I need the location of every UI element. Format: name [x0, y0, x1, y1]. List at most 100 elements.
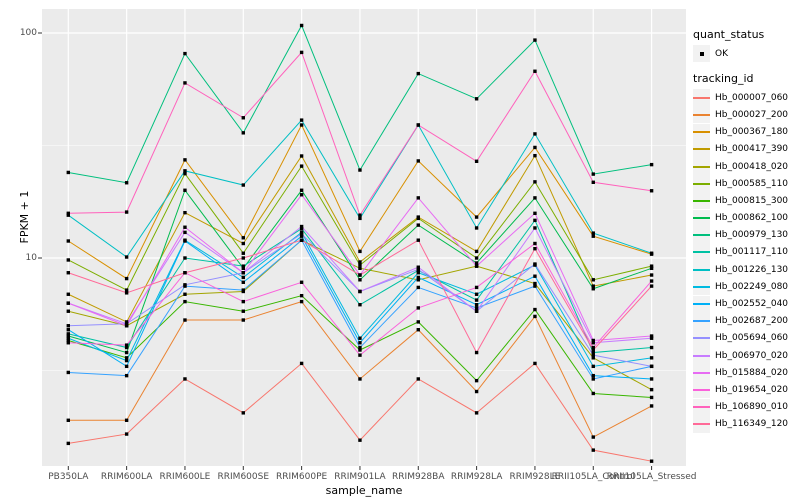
legend-item-Hb_000862_100: Hb_000862_100 — [693, 209, 799, 227]
legend-item-label: Hb_001226_130 — [715, 264, 789, 275]
legend-item-Hb_002687_200: Hb_002687_200 — [693, 312, 799, 330]
data-point — [358, 260, 362, 264]
data-point — [183, 171, 187, 176]
data-point — [124, 324, 129, 328]
data-point — [591, 356, 595, 360]
legend-item-label: Hb_000007_060 — [715, 92, 789, 103]
data-point — [474, 298, 479, 302]
data-point — [124, 276, 129, 281]
data-point — [183, 81, 187, 85]
data-point — [66, 213, 70, 217]
data-point — [649, 266, 654, 270]
data-point — [358, 303, 362, 307]
x-tick-label: RRIM928LE — [509, 472, 561, 482]
data-point — [649, 334, 654, 338]
legend-item-label: OK — [715, 48, 728, 59]
data-point — [66, 336, 70, 340]
data-point — [591, 373, 595, 378]
x-tick-label: RRIM901LA — [334, 472, 386, 482]
data-point — [533, 314, 537, 319]
data-point — [299, 118, 304, 122]
data-point — [649, 251, 654, 255]
data-point — [124, 373, 129, 378]
data-point — [358, 278, 362, 282]
data-point — [241, 280, 245, 284]
legend-item-Hb_001226_130: Hb_001226_130 — [693, 261, 799, 279]
data-point — [416, 275, 420, 280]
data-point — [649, 395, 654, 400]
data-point — [416, 271, 420, 275]
data-point — [474, 309, 479, 313]
data-point — [299, 50, 304, 55]
series-color-key-icon — [693, 364, 710, 382]
data-point — [241, 271, 245, 275]
data-point — [533, 218, 537, 223]
data-point — [241, 318, 245, 322]
x-tick-label: RRIM928LA — [450, 472, 503, 482]
y-axis-title: FPKM + 1 — [17, 190, 31, 244]
data-point — [66, 441, 70, 446]
data-point — [241, 275, 245, 280]
data-point — [533, 69, 537, 73]
data-point — [533, 246, 537, 251]
legend-item-label: Hb_005694_060 — [715, 333, 789, 344]
data-point — [124, 320, 129, 324]
legend-item-label: Hb_000585_110 — [715, 178, 789, 189]
data-point — [474, 350, 479, 355]
data-point — [241, 241, 245, 246]
data-point — [124, 364, 129, 369]
legend-quant-status-title: quant_status — [693, 28, 765, 41]
data-point — [591, 338, 595, 343]
data-point — [533, 361, 537, 366]
data-point — [533, 284, 537, 288]
data-point — [358, 249, 362, 254]
x-tick-label: RRII105LA_Control — [551, 472, 635, 482]
legend-item-label: Hb_015884_020 — [715, 367, 789, 378]
data-point — [66, 370, 70, 375]
data-point — [474, 159, 479, 164]
legend-item-label: Hb_006970_020 — [715, 350, 789, 361]
data-point — [533, 145, 537, 150]
data-point — [66, 324, 70, 328]
series-color-key-icon — [693, 243, 710, 261]
legend-item-Hb_000007_060: Hb_000007_060 — [693, 89, 799, 107]
legend-item-Hb_116349_120: Hb_116349_120 — [693, 415, 799, 433]
legend-item-Hb_006970_020: Hb_006970_020 — [693, 347, 799, 365]
data-point — [474, 303, 479, 307]
legend-item-label: Hb_000027_200 — [715, 109, 789, 120]
series-color-key-icon — [693, 123, 710, 141]
data-point — [124, 345, 129, 350]
data-point — [183, 225, 187, 229]
data-point — [474, 226, 479, 230]
data-point — [124, 210, 129, 214]
data-point — [241, 251, 245, 255]
x-tick-label: RRII105LA_Stressed — [606, 472, 697, 482]
data-point — [416, 267, 420, 272]
data-point — [416, 320, 420, 324]
data-point — [533, 226, 537, 230]
data-point — [66, 341, 70, 345]
series-color-key-icon — [693, 312, 710, 330]
x-axis-title: sample_name — [325, 484, 403, 497]
data-point — [183, 239, 187, 243]
data-point — [416, 238, 420, 242]
data-point — [533, 307, 537, 312]
data-point — [591, 348, 595, 352]
legend-item-Hb_000585_110: Hb_000585_110 — [693, 175, 799, 193]
data-point — [183, 271, 187, 275]
data-point — [183, 230, 187, 235]
data-point — [591, 435, 595, 439]
data-point — [124, 291, 129, 295]
data-point — [299, 154, 304, 158]
data-point — [474, 256, 479, 260]
data-point — [649, 356, 654, 360]
series-color-key-icon — [693, 158, 710, 176]
legend-item-Hb_019654_020: Hb_019654_020 — [693, 381, 799, 399]
series-color-key-icon — [693, 106, 710, 124]
data-point — [299, 226, 304, 231]
data-point — [649, 364, 654, 369]
data-point — [416, 285, 420, 290]
data-point — [358, 341, 362, 345]
y-tick-label: 100 — [19, 28, 37, 38]
data-point — [533, 132, 537, 136]
